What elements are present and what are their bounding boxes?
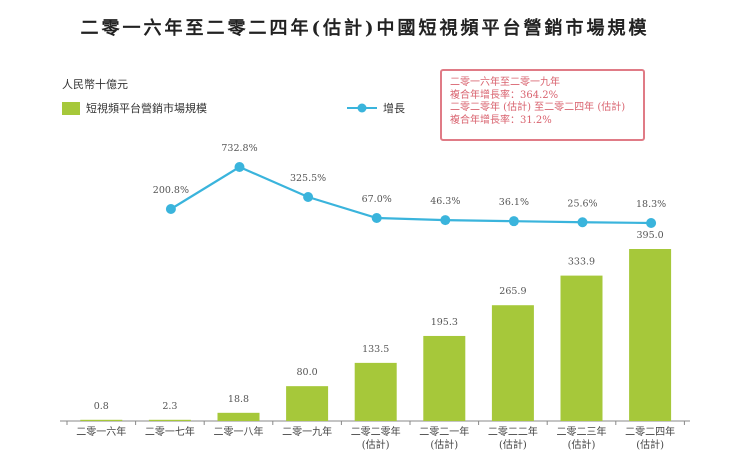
growth-value-label-8: 25.6%: [567, 198, 597, 209]
bar-9: [629, 249, 672, 421]
growth-value-label-5: 67.0%: [362, 194, 392, 205]
x-tick-label-6-sub: (估計): [430, 438, 458, 451]
x-tick-label-5: 二零二零年: [351, 425, 401, 438]
unit-label: 人民幣十億元: [62, 78, 128, 91]
growth-point-5: [371, 213, 382, 223]
bar-4: [286, 386, 329, 421]
legend-line-entry: 增長: [345, 100, 405, 116]
growth-value-label-4: 325.5%: [290, 173, 326, 184]
growth-point-6: [440, 215, 451, 226]
legend-bar-swatch: [62, 101, 80, 115]
growth-point-9: [646, 218, 657, 228]
growth-value-label-3: 732.8%: [221, 143, 257, 154]
growth-point-7: [508, 216, 519, 227]
bar-6: [423, 335, 466, 421]
cagr-value-1: 複合年增長率：364.2%: [450, 89, 559, 101]
bar-value-label-4: 80.0: [297, 367, 318, 378]
x-tick-label-1: 二零一六年: [76, 425, 126, 438]
cagr-period-1: 二零一六年至二零一九年: [450, 77, 560, 88]
bar-5: [354, 362, 397, 421]
growth-value-label-6: 46.3%: [430, 196, 460, 207]
bar-value-label-2: 2.3: [162, 401, 177, 412]
cagr-value-2: 複合年增長率：31.2%: [450, 114, 552, 126]
growth-point-8: [577, 217, 588, 228]
bar-1: [80, 419, 123, 421]
bar-value-label-6: 195.3: [431, 317, 458, 328]
legend-bar-label: 短視頻平台營銷市場規模: [86, 102, 207, 115]
bar-value-label-9: 395.0: [636, 230, 663, 241]
x-tick-label-8-sub: (估計): [568, 438, 596, 451]
growth-point-3: [234, 162, 245, 172]
bar-2: [148, 419, 191, 421]
x-tick-label-5-sub: (估計): [362, 438, 390, 451]
x-tick-label-3: 二零一八年: [214, 425, 264, 438]
chart-title: 二零一六年至二零二四年(估計)中國短視頻平台營銷市場規模: [80, 18, 650, 39]
growth-value-label-7: 36.1%: [499, 197, 529, 208]
bar-7: [491, 305, 534, 421]
legend-line-label: 增長: [383, 102, 405, 115]
bar-value-label-1: 0.8: [94, 401, 109, 412]
cagr-period-2: 二零二零年 (估計) 至二零二四年 (估計): [450, 102, 626, 113]
x-tick-label-7-sub: (估計): [499, 438, 527, 451]
growth-value-label-2: 200.8%: [153, 185, 189, 196]
legend-bar-entry: 短視頻平台營銷市場規模: [62, 100, 207, 116]
legend-line-marker-icon: [347, 103, 377, 113]
x-tick-label-4: 二零一九年: [282, 425, 332, 438]
growth-line: [170, 165, 652, 225]
bar-value-label-8: 333.9: [568, 257, 595, 268]
x-tick-label-8: 二零二三年: [557, 425, 607, 438]
x-tick-label-9-sub: (估計): [636, 438, 664, 451]
growth-point-4: [303, 192, 314, 202]
growth-point-2: [165, 204, 176, 214]
bar-value-label-7: 265.9: [499, 286, 526, 297]
growth-value-label-9: 18.3%: [636, 199, 666, 210]
bar-8: [560, 275, 603, 421]
bar-value-label-5: 133.5: [362, 344, 389, 355]
x-tick-label-6: 二零二一年: [419, 425, 469, 438]
x-tick-label-7: 二零二二年: [488, 425, 538, 438]
bar-value-label-3: 18.8: [228, 394, 249, 405]
cagr-annotation-box: 二零一六年至二零一九年 複合年增長率：364.2% 二零二零年 (估計) 至二零…: [440, 69, 645, 141]
bar-3: [217, 412, 260, 421]
x-tick-label-2: 二零一七年: [145, 425, 195, 438]
x-tick-label-9: 二零二四年: [625, 425, 675, 438]
